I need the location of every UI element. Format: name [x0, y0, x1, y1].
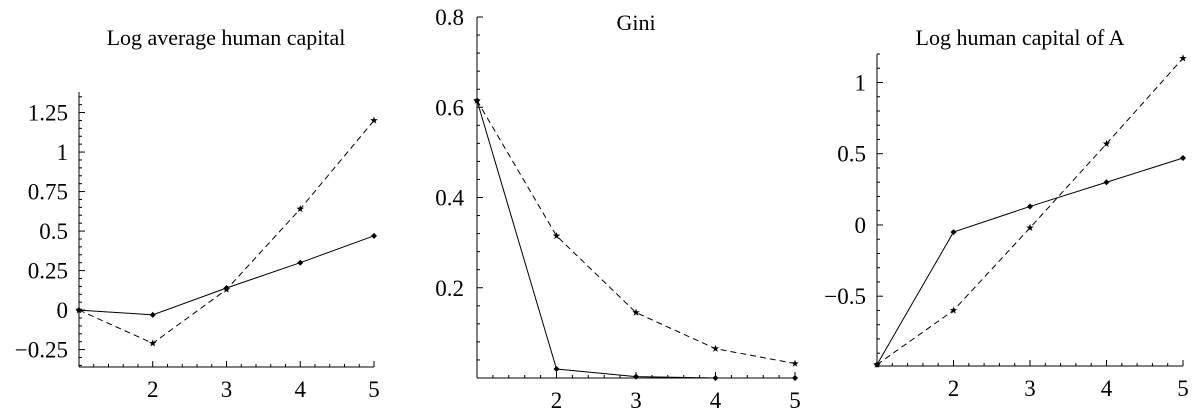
- data-point-diamond: [297, 259, 304, 266]
- data-point-star: [473, 96, 481, 104]
- x-tick-label: 4: [295, 377, 307, 402]
- x-tick-label: 2: [551, 388, 563, 411]
- y-tick-label: 0.8: [435, 5, 464, 30]
- y-tick-label: 0.5: [837, 142, 866, 167]
- data-point-diamond: [149, 311, 156, 318]
- data-point-diamond: [1180, 155, 1186, 161]
- y-tick-label: 0.5: [39, 219, 68, 244]
- y-tick-label: −0.5: [824, 284, 866, 309]
- data-point-star: [791, 359, 799, 367]
- y-tick-label: 1: [855, 70, 867, 95]
- data-point-star: [632, 308, 640, 316]
- x-tick-label: 2: [147, 377, 159, 402]
- data-point-star: [711, 344, 720, 352]
- chart-title: Log human capital of A: [916, 25, 1125, 50]
- data-point-star: [1026, 223, 1034, 232]
- chart-panel-2: Gini 2 3 4 5 0.2 0.4 0.6 0.8: [435, 5, 801, 411]
- x-tick-label: 3: [630, 388, 642, 411]
- x-tick-label: 3: [1024, 376, 1036, 401]
- x-tick-label: 5: [368, 377, 380, 402]
- y-tick-label: 0: [57, 298, 69, 323]
- x-tick-label: 2: [948, 376, 960, 401]
- data-point-star: [222, 285, 231, 293]
- series-line-dashed: [78, 120, 375, 344]
- x-tick-label: 5: [1177, 376, 1189, 401]
- y-tick-label: 1: [57, 140, 69, 165]
- chart-title: Gini: [616, 10, 655, 35]
- data-point-star: [1179, 54, 1187, 62]
- y-tick-label: 0.6: [435, 95, 464, 120]
- series-line-dashed: [876, 57, 1184, 365]
- y-tick-label: 0.25: [28, 259, 68, 284]
- data-point-diamond: [553, 365, 560, 372]
- y-tick-label: 1.25: [28, 101, 68, 126]
- data-point-star: [296, 204, 305, 213]
- y-tick-label: 0.4: [435, 186, 464, 211]
- series-line-solid: [476, 100, 795, 379]
- data-point-diamond: [1027, 203, 1033, 210]
- data-point-diamond: [950, 229, 957, 236]
- x-tick-label: 3: [221, 377, 233, 402]
- y-tick-label: 0: [855, 213, 867, 238]
- y-tick-label: 0.75: [28, 180, 68, 205]
- y-tick-label: −0.25: [15, 338, 68, 363]
- data-point-star: [949, 306, 958, 314]
- x-tick-label: 4: [1101, 376, 1113, 401]
- data-point-diamond: [792, 375, 798, 381]
- x-tick-label: 5: [789, 388, 801, 411]
- x-tick-label: 4: [710, 388, 722, 411]
- chart-panel-1: Log average human capital 2 3 4 5 −0.25 0 0.25 0…: [15, 25, 380, 402]
- data-point-diamond: [1103, 179, 1110, 186]
- data-point-star: [370, 116, 378, 124]
- data-point-star: [148, 339, 157, 347]
- series-line-solid: [78, 235, 375, 316]
- data-point-star: [1102, 139, 1111, 147]
- data-point-star: [75, 306, 83, 314]
- series-line-solid: [876, 157, 1184, 365]
- chart-title: Log average human capital: [107, 25, 346, 50]
- data-point-star: [552, 231, 561, 240]
- chart-panel-3: Log human capital of A 2 3 4 5 −0.5 0 0.5 1: [824, 25, 1188, 401]
- data-point-star: [873, 360, 881, 368]
- series-line-dashed: [476, 100, 796, 365]
- data-point-diamond: [633, 373, 639, 380]
- data-point-diamond: [371, 232, 377, 239]
- data-point-diamond: [712, 375, 719, 381]
- y-tick-label: 0.2: [435, 276, 464, 301]
